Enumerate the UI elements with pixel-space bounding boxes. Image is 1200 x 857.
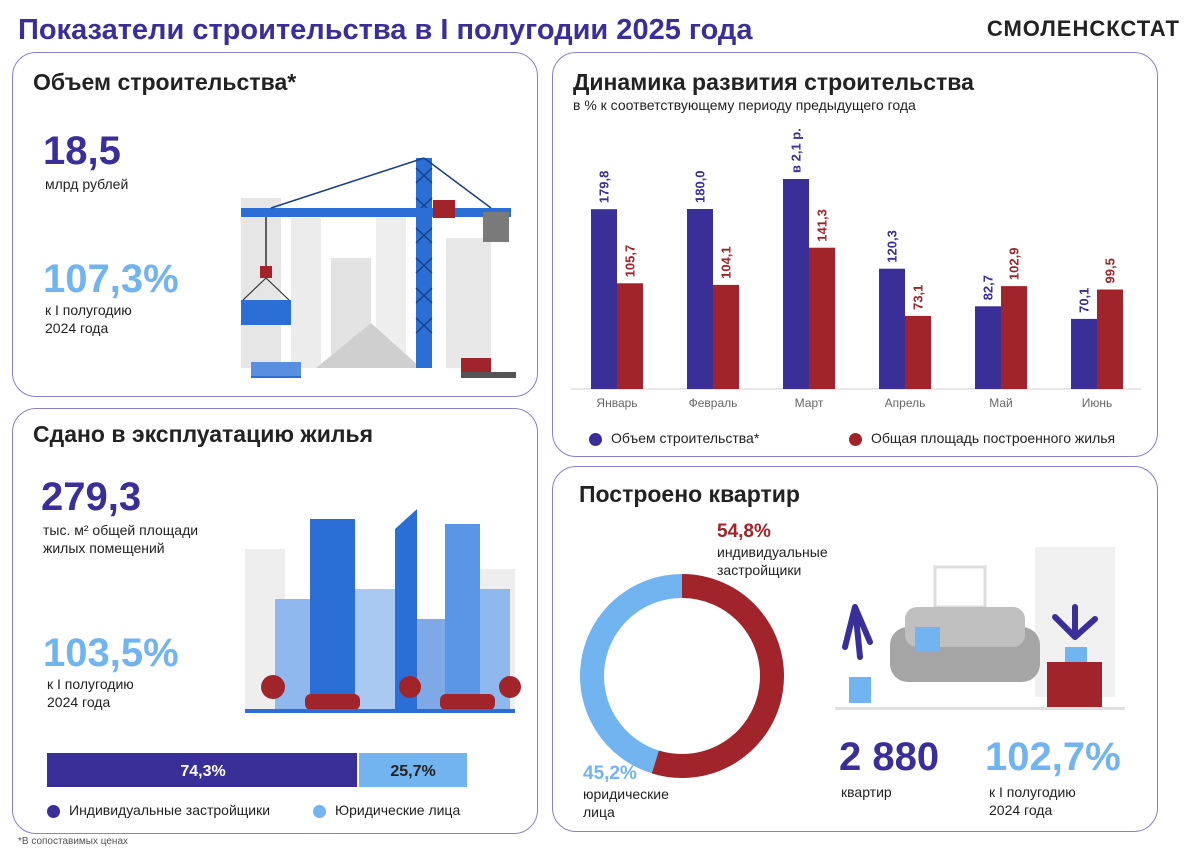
x-tick-label-1: Февраль <box>689 396 738 410</box>
donut-slice-legal <box>580 574 683 774</box>
footnote: *В сопоставимых ценах <box>18 836 129 847</box>
data-label-volume-0: 179,8 <box>597 171 612 204</box>
city-buildings-illustration <box>245 509 521 713</box>
x-tick-label-5: Июнь <box>1082 396 1113 410</box>
volume-unit: млрд рублей <box>45 176 129 192</box>
volume-percent: 107,3% <box>43 257 179 301</box>
split-bar-legal <box>359 753 467 787</box>
data-label-volume-1: 180,0 <box>693 170 708 203</box>
legend-area-label: Общая площадь построенного жилья <box>871 430 1116 446</box>
housing-value: 279,3 <box>41 475 142 519</box>
legend-individual-dot <box>47 805 60 818</box>
page-title: Показатели строительства в I полугодии 2… <box>18 14 753 46</box>
bar-area-5 <box>1097 289 1123 389</box>
legend-legal-label: Юридические лица <box>335 802 461 818</box>
apartments-percent-note-2: 2024 года <box>989 802 1053 818</box>
individual-label-1: индивидуальные <box>717 544 828 560</box>
bar-area-4 <box>1001 286 1027 389</box>
apartments-percent-note-1: к I полугодию <box>989 784 1076 800</box>
bar-volume-2 <box>783 179 809 389</box>
apartments-panel: Построено квартир 54,8% индивидуальные з… <box>552 466 1158 832</box>
housing-percent-note-1: к I полугодию <box>47 676 134 692</box>
data-label-area-4: 102,9 <box>1007 248 1022 281</box>
living-room-illustration <box>835 547 1125 710</box>
volume-title: Объем строительства* <box>33 69 297 95</box>
data-label-volume-4: 82,7 <box>981 275 996 300</box>
apartments-donut-chart <box>580 574 784 778</box>
x-tick-label-4: Май <box>989 396 1013 410</box>
housing-split-bar: 74,3% 25,7% <box>47 753 467 787</box>
bar-area-2 <box>809 247 835 389</box>
volume-percent-note-2: 2024 года <box>45 320 109 336</box>
data-label-volume-3: 120,3 <box>885 230 900 263</box>
dynamics-panel: Динамика развития строительства в % к со… <box>552 52 1158 457</box>
data-label-area-3: 73,1 <box>911 285 926 310</box>
volume-value: 18,5 <box>43 129 121 173</box>
x-tick-label-2: Март <box>795 396 824 410</box>
apartments-count-unit: квартир <box>841 784 892 800</box>
legal-percent: 45,2% <box>583 763 637 784</box>
housing-title: Сдано в эксплуатацию жилья <box>33 421 374 447</box>
data-label-area-2: 141,3 <box>815 209 830 242</box>
apartments-title: Построено квартир <box>579 481 800 507</box>
construction-crane-illustration <box>241 157 516 378</box>
individual-percent: 54,8% <box>717 521 771 542</box>
housing-unit-1: тыс. м² общей площади <box>43 522 199 538</box>
legal-label-2: лица <box>583 804 615 820</box>
legal-label-1: юридические <box>583 786 669 802</box>
bar-area-1 <box>713 284 739 389</box>
bar-volume-5 <box>1071 318 1097 389</box>
housing-panel: Сдано в эксплуатацию жилья 279,3 тыс. м²… <box>12 408 538 834</box>
individual-label-2: застройщики <box>717 562 802 578</box>
brand-logo: СМОЛЕНСКСТАТ <box>986 16 1180 41</box>
bar-volume-0 <box>591 209 617 389</box>
data-label-area-0: 105,7 <box>623 245 638 278</box>
split-bar-legal-label: 25,7% <box>390 763 435 780</box>
data-label-volume-2: в 2,1 р. <box>789 128 804 173</box>
dynamics-bar-chart: 179,8 105,7 Январь 180,0 104,1 Февраль в 2,1 р… <box>571 128 1141 410</box>
data-label-area-5: 99,5 <box>1103 258 1118 283</box>
housing-percent-note-2: 2024 года <box>47 694 111 710</box>
legend-legal-dot <box>313 805 326 818</box>
volume-panel: Объем строительства* 18,5 млрд рублей 10… <box>12 52 538 397</box>
x-tick-label-0: Январь <box>596 396 637 410</box>
volume-percent-note-1: к I полугодию <box>45 302 132 318</box>
data-label-area-1: 104,1 <box>719 246 734 279</box>
data-label-volume-5: 70,1 <box>1077 288 1092 313</box>
dynamics-subtitle: в % к соответствующему периоду предыдуще… <box>573 97 916 113</box>
apartments-count: 2 880 <box>839 735 940 779</box>
legend-individual-label: Индивидуальные застройщики <box>69 802 271 818</box>
legend-volume-label: Объем строительства* <box>611 430 760 446</box>
legend-area-dot <box>849 433 862 446</box>
legend-volume-dot <box>589 433 602 446</box>
bar-volume-3 <box>879 268 905 389</box>
dynamics-title: Динамика развития строительства <box>573 69 974 95</box>
split-bar-individual <box>47 753 358 787</box>
x-tick-label-3: Апрель <box>885 396 926 410</box>
bar-volume-1 <box>687 209 713 389</box>
apartments-percent: 102,7% <box>985 735 1121 779</box>
housing-unit-2: жилых помещений <box>43 540 165 556</box>
split-bar-individual-label: 74,3% <box>180 763 225 780</box>
bar-area-0 <box>617 283 643 389</box>
bar-volume-4 <box>975 306 1001 389</box>
donut-slice-individual <box>651 574 784 778</box>
bar-area-3 <box>905 315 931 389</box>
housing-percent: 103,5% <box>43 631 179 675</box>
